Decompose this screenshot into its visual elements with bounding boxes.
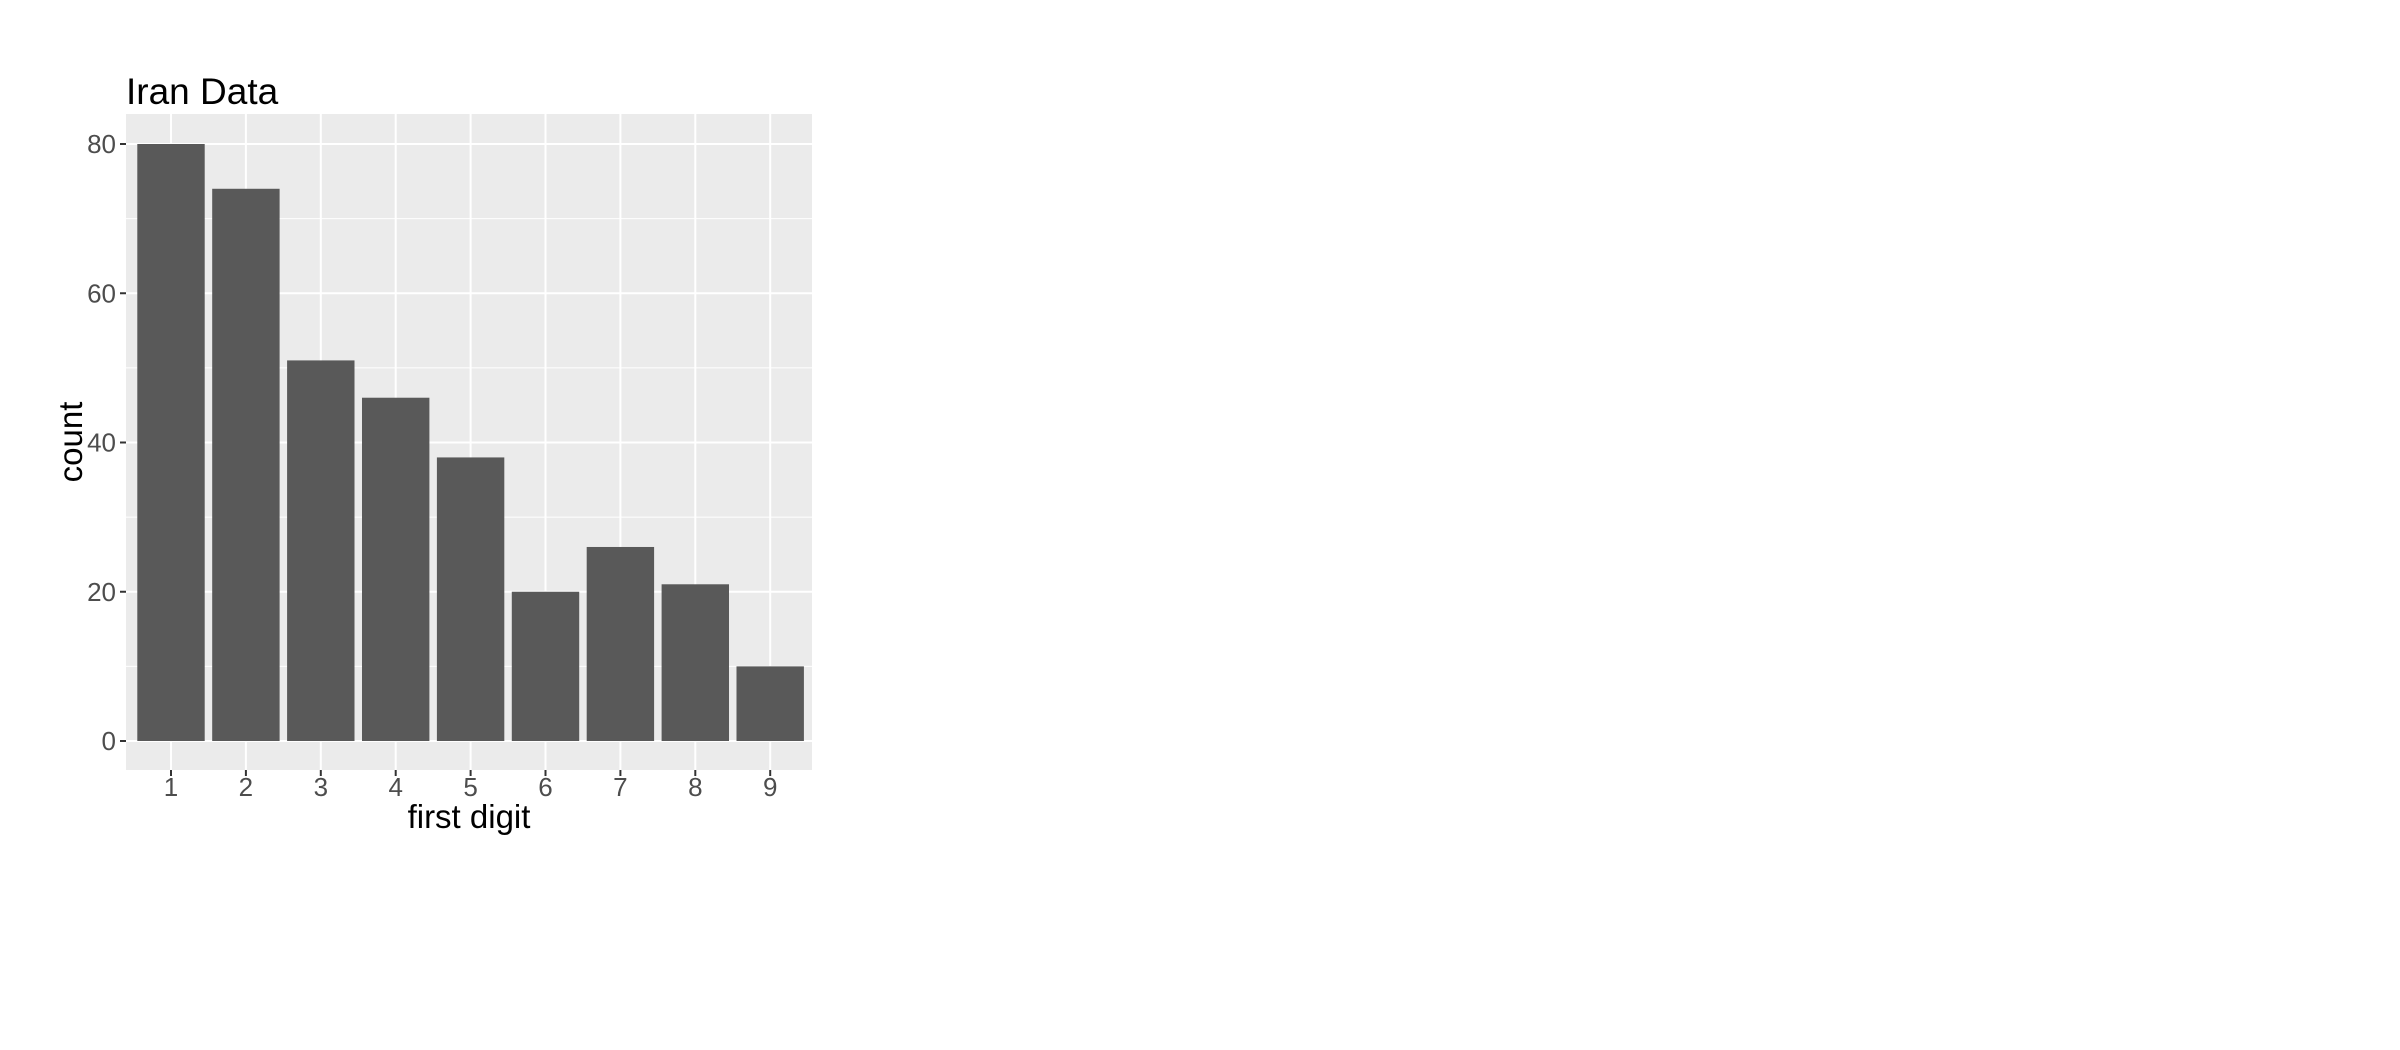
y-tick-label: 60 xyxy=(87,278,116,308)
y-tick-label: 40 xyxy=(87,428,116,458)
x-axis: 1 2 3 4 5 6 7 8 9 xyxy=(164,770,777,802)
bar-1 xyxy=(137,144,205,741)
bars xyxy=(137,144,804,741)
x-axis-title: first digit xyxy=(408,798,531,835)
bar-7 xyxy=(586,546,655,741)
y-axis-title: count xyxy=(52,402,89,483)
y-axis: 0 20 40 60 80 xyxy=(87,129,126,756)
x-tick-label: 4 xyxy=(388,772,402,802)
y-tick-label: 20 xyxy=(87,577,116,607)
bar-4 xyxy=(361,397,430,741)
y-tick-label: 80 xyxy=(87,129,116,159)
x-tick-label: 1 xyxy=(164,772,178,802)
x-tick-label: 3 xyxy=(314,772,328,802)
bar-2 xyxy=(212,188,280,741)
x-tick-label: 9 xyxy=(763,772,777,802)
y-tick-label: 0 xyxy=(102,726,116,756)
bar-6 xyxy=(511,591,580,741)
x-tick-label: 7 xyxy=(613,772,627,802)
bar-3 xyxy=(287,360,355,741)
bar-5 xyxy=(436,457,505,741)
chart-title: Iran Data xyxy=(126,71,279,112)
x-tick-label: 5 xyxy=(463,772,477,802)
bar-8 xyxy=(661,584,730,741)
x-tick-label: 2 xyxy=(239,772,253,802)
x-tick-label: 6 xyxy=(538,772,552,802)
bar-9 xyxy=(736,666,804,741)
x-tick-label: 8 xyxy=(688,772,702,802)
